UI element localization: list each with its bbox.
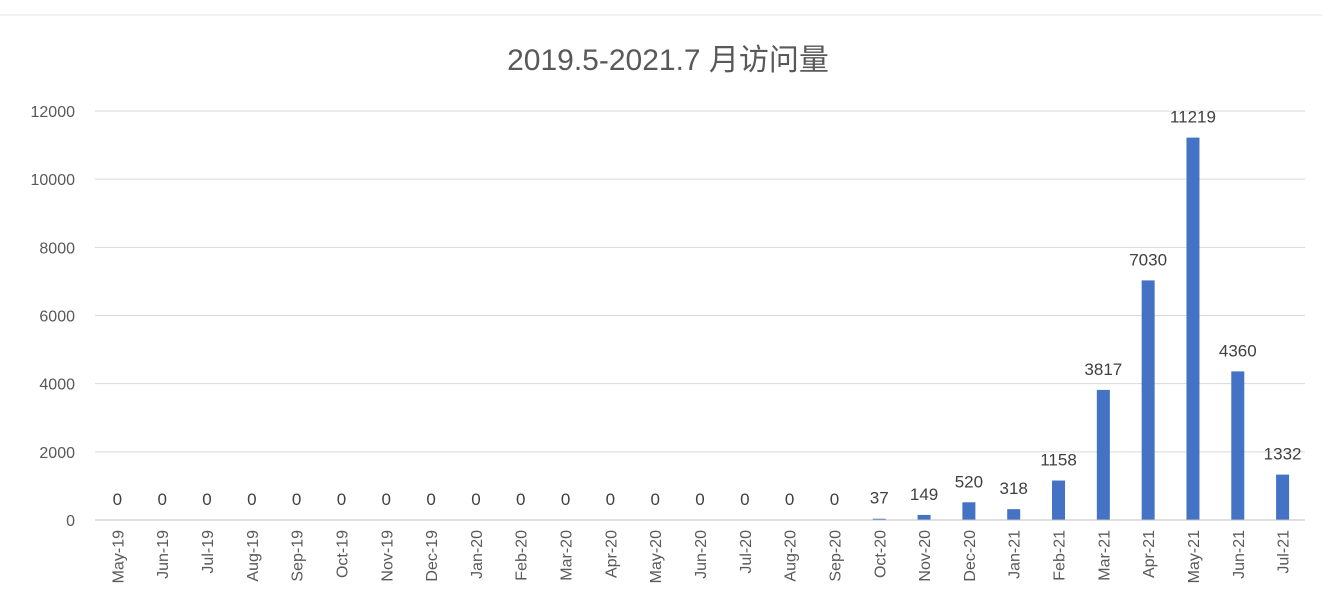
data-label: 3817 — [1084, 360, 1122, 379]
x-tick-label: Sep-19 — [290, 530, 307, 582]
y-tick-label: 10000 — [31, 172, 76, 189]
y-tick-label: 2000 — [39, 445, 75, 462]
x-tick-label: Jun-19 — [155, 530, 172, 579]
x-tick-label: Jul-20 — [738, 530, 755, 574]
data-label: 0 — [426, 490, 435, 509]
bar-feb-21 — [1052, 480, 1066, 520]
x-tick-label: Nov-19 — [379, 530, 396, 582]
data-label: 11219 — [1170, 108, 1216, 127]
data-label: 0 — [695, 490, 704, 509]
x-tick-label: Feb-20 — [514, 530, 531, 581]
y-axis-ticks: 0 2000 4000 6000 8000 10000 12000 — [31, 104, 76, 530]
bars — [872, 137, 1290, 520]
x-tick-label: Dec-20 — [962, 530, 979, 582]
data-label: 0 — [337, 490, 346, 509]
x-tick-label: Oct-20 — [872, 530, 889, 578]
x-tick-label: Jul-21 — [1276, 530, 1293, 574]
bar-apr-21 — [1141, 280, 1155, 520]
data-label: 1158 — [1040, 451, 1077, 470]
x-tick-label: Oct-19 — [334, 530, 351, 578]
y-tick-label: 0 — [66, 513, 75, 530]
x-tick-label: Dec-19 — [424, 530, 441, 582]
data-label: 0 — [516, 490, 525, 509]
data-label: 0 — [785, 490, 794, 509]
data-label: 149 — [910, 485, 938, 504]
data-label: 0 — [561, 490, 570, 509]
data-label: 0 — [202, 490, 211, 509]
data-label: 0 — [606, 490, 615, 509]
y-tick-label: 6000 — [39, 309, 75, 326]
x-tick-label: Apr-21 — [1141, 530, 1158, 578]
data-label: 0 — [113, 490, 122, 509]
x-tick-label: Aug-20 — [783, 530, 800, 582]
x-tick-label: Apr-20 — [603, 530, 620, 578]
x-tick-label: May-20 — [648, 530, 665, 583]
data-label: 318 — [1000, 479, 1028, 498]
data-label: 0 — [471, 490, 480, 509]
chart-title: 2019.5-2021.7 月访问量 — [507, 44, 829, 77]
data-labels: 0 0 0 0 0 0 0 0 0 0 0 0 0 0 0 0 0 37 149 520 318 1158 3817 7030… — [113, 108, 1302, 509]
x-tick-label: Feb-21 — [1052, 530, 1069, 581]
x-tick-label: May-19 — [110, 530, 127, 583]
data-label: 0 — [382, 490, 391, 509]
bar-mar-21 — [1096, 389, 1110, 520]
x-tick-label: Mar-21 — [1096, 530, 1113, 581]
data-label: 4360 — [1219, 341, 1257, 360]
x-tick-label: Jan-21 — [1007, 530, 1024, 579]
data-label: 0 — [650, 490, 659, 509]
data-label: 0 — [292, 490, 301, 509]
data-label: 7030 — [1129, 250, 1167, 269]
bar-jan-21 — [1007, 509, 1021, 520]
x-tick-label: Sep-20 — [827, 530, 844, 582]
x-tick-label: Jun-20 — [693, 530, 710, 579]
x-tick-label: Jul-19 — [200, 530, 217, 574]
x-tick-label: Aug-19 — [245, 530, 262, 582]
bar-dec-20 — [962, 502, 976, 520]
x-tick-label: Jan-20 — [469, 530, 486, 579]
bar-may-21 — [1186, 137, 1200, 520]
x-tick-label: Mar-20 — [559, 530, 576, 581]
bar-nov-20 — [917, 514, 931, 520]
gridlines — [95, 110, 1305, 453]
data-label: 0 — [247, 490, 256, 509]
y-tick-label: 12000 — [31, 104, 76, 121]
data-label: 1332 — [1264, 445, 1302, 464]
x-tick-label: Nov-20 — [917, 530, 934, 582]
x-axis-ticks: May-19 Jun-19 Jul-19 Aug-19 Sep-19 Oct-19 Nov-… — [110, 530, 1292, 583]
data-label: 0 — [740, 490, 749, 509]
y-tick-label: 8000 — [39, 240, 75, 257]
data-label: 0 — [830, 490, 839, 509]
x-tick-label: May-21 — [1186, 530, 1203, 583]
data-label: 520 — [955, 472, 983, 491]
bar-jun-21 — [1231, 371, 1245, 520]
data-label: 37 — [870, 489, 889, 508]
y-tick-label: 4000 — [39, 377, 75, 394]
x-tick-label: Jun-21 — [1231, 530, 1248, 579]
bar-jul-21 — [1276, 474, 1290, 520]
bar-oct-20 — [872, 518, 886, 520]
data-label: 0 — [157, 490, 166, 509]
